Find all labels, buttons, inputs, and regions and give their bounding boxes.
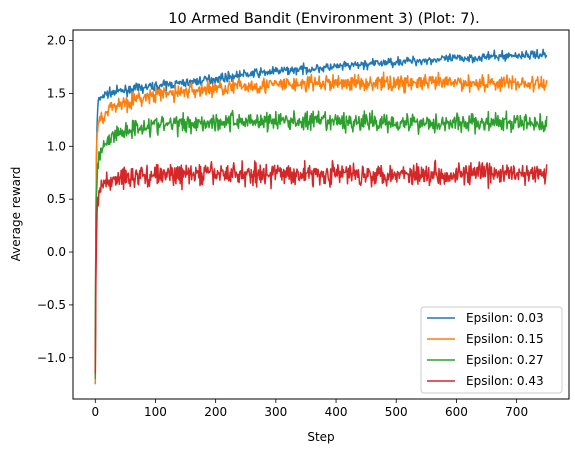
y-tick-label-4: 1.0 bbox=[47, 139, 66, 153]
x-tick-label-2: 200 bbox=[204, 405, 227, 419]
x-axis: 0 100 200 300 400 500 600 700 bbox=[91, 399, 528, 419]
series-line-3 bbox=[94, 159, 548, 374]
x-tick-label-5: 500 bbox=[385, 405, 408, 419]
y-tick-label-5: 1.5 bbox=[47, 86, 66, 100]
y-tick-label-1: −0.5 bbox=[37, 298, 66, 312]
y-axis-label: Average reward bbox=[9, 167, 23, 262]
legend-label-3: Epsilon: 0.43 bbox=[466, 374, 544, 388]
plot-frame bbox=[72, 29, 570, 400]
plot-area bbox=[94, 48, 548, 385]
y-tick-label-2: 0.0 bbox=[47, 245, 66, 259]
y-tick-label-0: −1.0 bbox=[37, 351, 66, 365]
x-tick-label-1: 100 bbox=[144, 405, 167, 419]
chart-title: 10 Armed Bandit (Environment 3) (Plot: 7… bbox=[168, 11, 479, 27]
series-line-2 bbox=[94, 109, 548, 379]
legend-label-2: Epsilon: 0.27 bbox=[466, 353, 544, 367]
y-tick-label-6: 2.0 bbox=[47, 34, 66, 48]
series-line-1 bbox=[94, 71, 548, 385]
x-tick-label-3: 300 bbox=[264, 405, 287, 419]
legend: Epsilon: 0.03 Epsilon: 0.15 Epsilon: 0.27 E… bbox=[420, 306, 563, 394]
x-tick-label-7: 700 bbox=[505, 405, 528, 419]
x-tick-label-0: 0 bbox=[91, 405, 99, 419]
y-tick-label-3: 0.5 bbox=[47, 192, 66, 206]
y-axis: −1.0 −0.5 0.0 0.5 1.0 1.5 2.0 bbox=[37, 34, 73, 365]
x-tick-label-6: 600 bbox=[445, 405, 468, 419]
legend-frame bbox=[420, 306, 563, 394]
x-tick-label-4: 400 bbox=[325, 405, 348, 419]
x-axis-label: Step bbox=[307, 430, 334, 444]
series-line-0 bbox=[94, 48, 548, 351]
legend-label-0: Epsilon: 0.03 bbox=[466, 311, 544, 325]
legend-label-1: Epsilon: 0.15 bbox=[466, 332, 544, 346]
